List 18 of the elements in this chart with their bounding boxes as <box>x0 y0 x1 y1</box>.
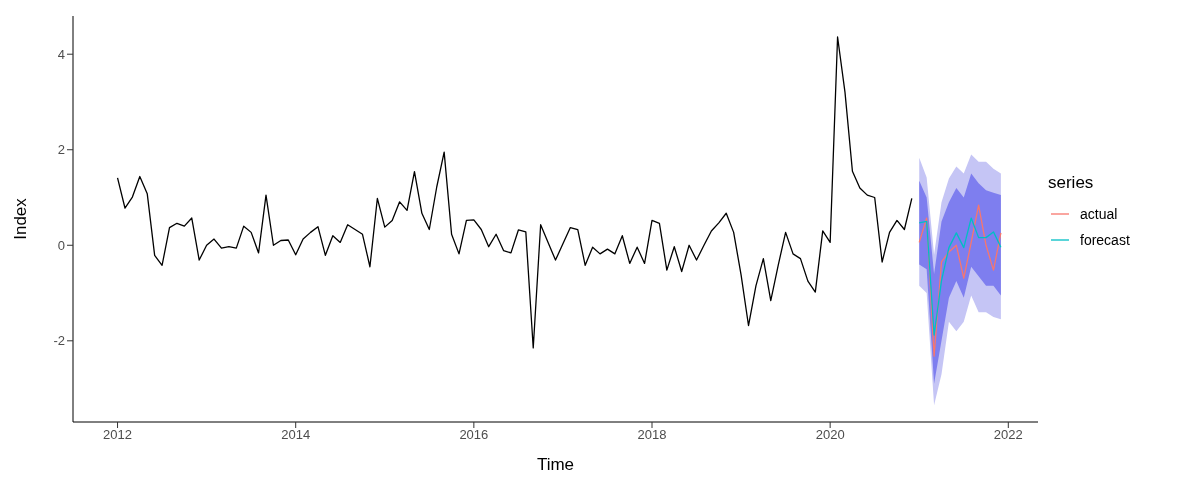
legend-label: forecast <box>1080 232 1130 248</box>
legend-title: series <box>1048 173 1095 193</box>
line-series <box>116 36 913 349</box>
line-series <box>918 217 1002 336</box>
x-axis-title: Time <box>536 455 575 474</box>
y-axis-title: Index <box>11 197 31 240</box>
x-tick-label: 2016 <box>459 427 489 443</box>
x-tick-label: 2020 <box>815 427 845 443</box>
y-tick-label: -2 <box>53 333 65 349</box>
x-tick-label: 2022 <box>993 427 1023 443</box>
line-series <box>918 204 1002 357</box>
x-tick-label: 2014 <box>281 427 311 443</box>
y-tick-label: 4 <box>57 46 65 62</box>
x-tick-label: 2018 <box>637 427 667 443</box>
legend-label: actual <box>1080 206 1118 222</box>
y-tick-label: 0 <box>57 237 65 253</box>
x-tick-label: 2012 <box>103 427 132 443</box>
y-tick-label: 2 <box>57 142 65 158</box>
